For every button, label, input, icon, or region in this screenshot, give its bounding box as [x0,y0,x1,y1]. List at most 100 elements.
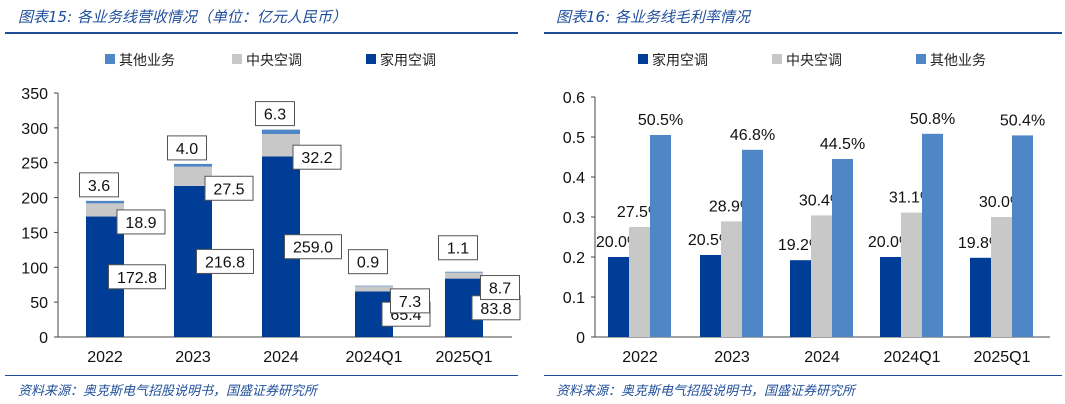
left-label-central: 27.5 [213,181,244,198]
right-bar-家用空调 [880,257,901,337]
right-bar-其他业务 [922,133,943,337]
left-chart-title: 图表15: 各业务线营收情况（单位：亿元人民币） [18,8,347,26]
right-bar-中央空调 [721,221,742,337]
left-legend-swatch [232,54,242,64]
left-x-label: 2024 [263,349,299,366]
left-bar-中央空调 [355,286,393,292]
left-bar-中央空调 [86,203,124,217]
left-x-label: 2024Q1 [346,349,403,366]
left-bar-其他业务 [262,129,300,134]
right-data-label: 46.8% [730,127,775,144]
right-x-label: 2025Q1 [974,349,1031,366]
right-chart-title: 图表16: 各业务线毛利率情况 [556,8,750,26]
right-y-tick-label: 0.3 [563,210,585,227]
right-data-label: 50.5% [638,112,683,129]
left-label-central-box [390,288,430,314]
left-x-label: 2022 [87,349,123,366]
left-source-rule [5,375,518,376]
left-y-tick-label: 350 [21,86,48,103]
left-y-tick-label: 150 [21,225,48,242]
left-label-home: 259.0 [293,240,333,257]
left-x-label: 2023 [175,349,211,366]
right-y-tick-label: 0.4 [563,170,585,187]
left-label-central: 7.3 [399,294,421,311]
left-y-tick-label: 200 [21,191,48,208]
left-label-central-box [292,144,342,170]
left-label-other: 3.6 [88,178,110,195]
left-label-central-box [116,209,166,235]
left-label-central: 32.2 [301,150,332,167]
right-data-label: 50.4% [1000,112,1045,129]
right-bar-中央空调 [991,217,1012,337]
right-data-label: 44.5% [820,136,865,153]
left-label-other: 6.3 [264,107,286,124]
left-legend-label: 家用空调 [380,52,436,68]
right-legend-label: 家用空调 [652,52,708,68]
left-bar-中央空调 [174,166,212,186]
left-title-rule [5,32,518,34]
right-legend-swatch [638,54,648,64]
left-bar-中央空调 [262,133,300,157]
left-bar-其他业务 [445,271,483,273]
left-y-tick-label: 250 [21,156,48,173]
left-y-tick-label: 0 [39,330,48,347]
left-label-home-box [284,234,342,260]
left-bar-中央空调 [445,272,483,279]
left-label-central-box [480,275,520,301]
right-bar-家用空调 [790,260,811,337]
left-source: 资料来源：奥克斯电气招股说明书，国盛证券研究所 [18,384,318,399]
right-y-tick-label: 0.5 [563,130,585,147]
left-legend-swatch [366,54,376,64]
right-y-tick-label: 0.6 [563,90,585,107]
left-legend-label: 其他业务 [119,52,175,68]
right-source-rule [544,375,1062,376]
right-data-label: 50.8% [910,111,955,128]
right-legend-label: 中央空调 [786,52,842,68]
left-label-other-box [79,172,119,198]
right-bar-其他业务 [742,149,763,337]
left-label-central: 8.7 [489,281,511,298]
left-label-home: 172.8 [117,270,157,287]
left-legend-label: 中央空调 [246,52,302,68]
right-bar-中央空调 [811,215,832,337]
right-y-tick-label: 0.1 [563,290,585,307]
left-x-label: 2025Q1 [436,349,493,366]
right-bar-其他业务 [1012,135,1033,337]
left-label-home-box [108,264,166,290]
left-y-tick-label: 300 [21,121,48,138]
left-label-other-box [167,135,207,161]
left-label-home: 83.8 [480,301,511,318]
right-bar-其他业务 [832,159,853,337]
left-label-other: 0.9 [357,255,379,272]
right-bar-家用空调 [608,257,629,337]
right-x-label: 2024Q1 [884,349,941,366]
right-legend-swatch [772,54,782,64]
right-x-label: 2023 [714,349,750,366]
left-label-other: 1.1 [447,241,469,258]
right-legend-swatch [916,54,926,64]
left-y-tick-label: 50 [30,295,48,312]
right-source: 资料来源：奥克斯电气招股说明书，国盛证券研究所 [556,384,856,399]
right-x-label: 2022 [622,349,658,366]
right-bar-中央空调 [629,227,650,337]
left-bar-其他业务 [355,285,393,287]
left-label-other: 4.0 [176,141,198,158]
left-bar-其他业务 [174,163,212,167]
right-bar-其他业务 [650,135,671,337]
right-legend-label: 其他业务 [930,52,986,68]
right-x-label: 2024 [804,349,840,366]
right-bar-家用空调 [970,257,991,337]
left-label-home-box [196,248,254,274]
left-legend-swatch [105,54,115,64]
right-bar-中央空调 [901,212,922,337]
right-bar-家用空调 [700,255,721,337]
left-label-other-box [255,101,295,127]
left-bar-其他业务 [86,200,124,204]
right-title-rule [544,32,1062,34]
right-y-tick-label: 0.2 [563,250,585,267]
left-label-central-box [204,175,254,201]
left-y-tick-label: 100 [21,260,48,277]
left-label-other-box [348,249,388,275]
left-label-home: 216.8 [205,254,245,271]
